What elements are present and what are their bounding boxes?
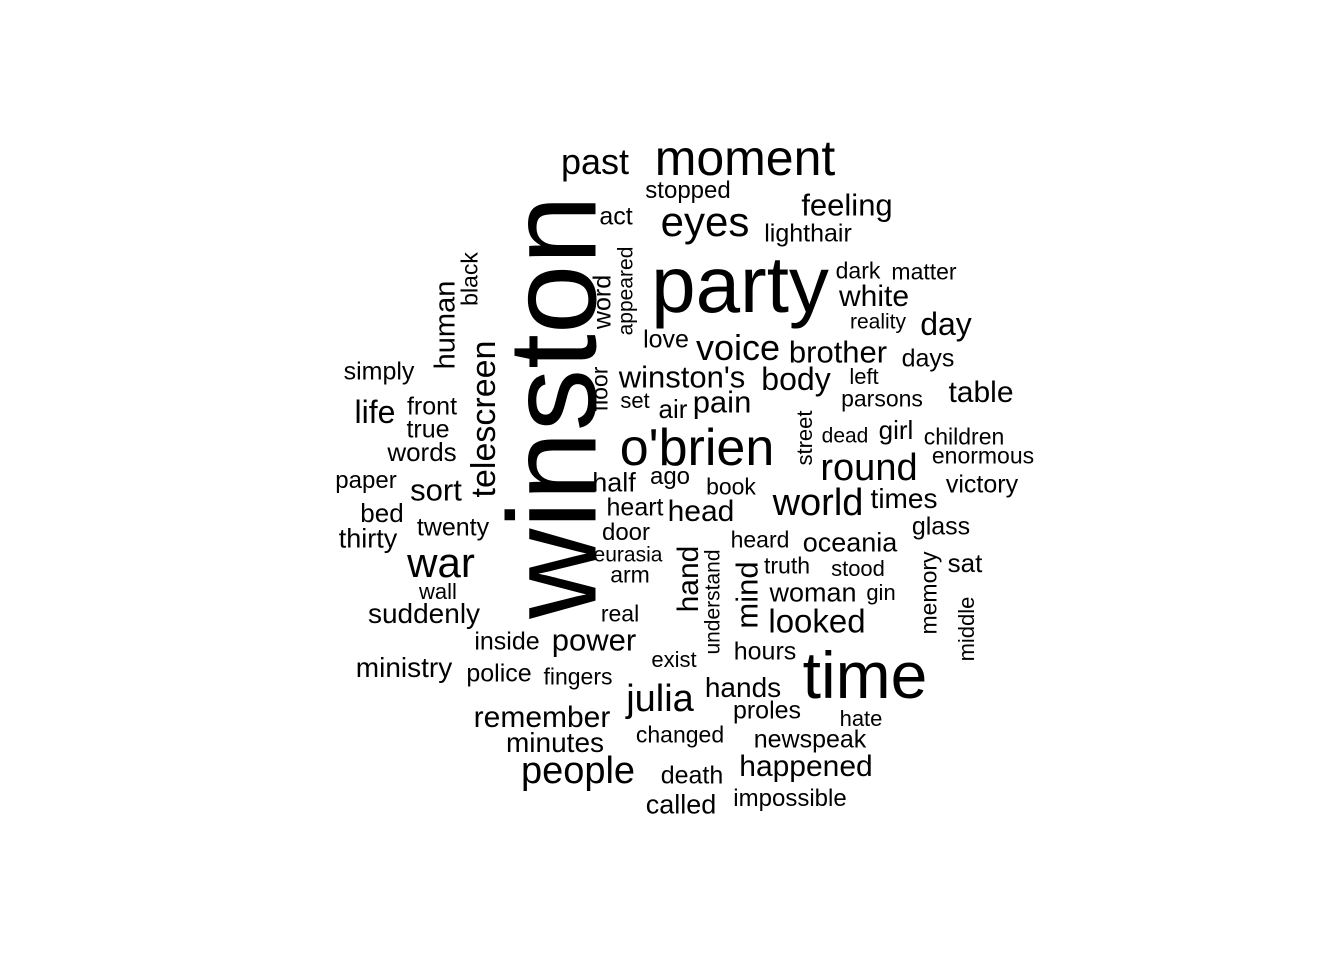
word-inside: inside	[474, 627, 540, 656]
word-table: table	[948, 376, 1014, 409]
word-called: called	[645, 789, 717, 820]
word-eyes: eyes	[660, 198, 750, 245]
word-minutes: minutes	[505, 727, 605, 758]
word-stopped: stopped	[645, 177, 731, 204]
word-glass: glass	[911, 512, 971, 541]
word-looked: looked	[768, 602, 866, 640]
word-days: days	[901, 344, 955, 373]
word-war: war	[407, 539, 475, 586]
word-reality: reality	[849, 310, 907, 334]
word-girl: girl	[878, 415, 914, 445]
word-middle: middle	[954, 596, 979, 662]
word-half: half	[592, 467, 636, 498]
word-round: round	[820, 447, 918, 489]
word-street: street	[792, 410, 817, 466]
word-paper: paper	[335, 467, 397, 494]
word-day: day	[920, 306, 972, 342]
word-people: people	[520, 750, 636, 792]
word-time: time	[802, 638, 928, 712]
word-party: party	[651, 240, 829, 329]
word-happened: happened	[739, 750, 873, 783]
word-changed: changed	[635, 721, 725, 748]
word-proles: proles	[732, 696, 802, 725]
word-newspeak: newspeak	[753, 725, 867, 754]
word-left: left	[849, 364, 879, 389]
word-matter: matter	[891, 258, 957, 285]
word-hand: hand	[672, 545, 705, 613]
word-times: times	[870, 483, 938, 514]
word-love: love	[643, 325, 689, 354]
word-arm: arm	[610, 561, 650, 588]
word-simply: simply	[343, 357, 415, 386]
word-feeling: feeling	[801, 187, 893, 223]
word-real: real	[600, 600, 640, 627]
word-oceania: oceania	[802, 527, 898, 558]
word-voice: voice	[695, 327, 781, 368]
word-life: life	[354, 394, 396, 430]
word-heard: heard	[730, 526, 790, 553]
word-head: head	[667, 495, 735, 528]
word-pain: pain	[692, 384, 752, 420]
word-telescreen: telescreen	[465, 340, 503, 498]
word-bed: bed	[360, 498, 404, 528]
word-dead: dead	[821, 424, 869, 448]
word-parsons: parsons	[841, 385, 923, 412]
word-set: set	[620, 388, 650, 413]
word-sort: sort	[410, 472, 462, 508]
word-death: death	[660, 761, 724, 790]
word-remember: remember	[473, 701, 611, 734]
word-dark: dark	[835, 257, 881, 284]
word-enormous: enormous	[931, 442, 1035, 469]
word-woman: woman	[769, 577, 857, 608]
word-words: words	[387, 437, 457, 467]
word-body: body	[761, 361, 831, 397]
word-memory: memory	[915, 551, 942, 635]
word-hands: hands	[704, 672, 782, 703]
word-black: black	[456, 252, 483, 306]
word-sat: sat	[947, 548, 983, 578]
word-white: white	[838, 280, 910, 313]
word-air: air	[658, 394, 688, 424]
word-door: door	[601, 519, 651, 546]
word-brother: brother	[788, 334, 888, 370]
word-gin: gin	[866, 580, 896, 605]
word-hate: hate	[839, 706, 883, 731]
word-true: true	[406, 415, 450, 444]
word-police: police	[466, 659, 532, 688]
word-word: word	[588, 274, 617, 330]
word-moment: moment	[654, 130, 836, 186]
word-floor: floor	[586, 366, 613, 412]
word-mind: mind	[729, 561, 765, 629]
word-eurasia: eurasia	[593, 543, 663, 567]
word-twenty: twenty	[416, 513, 490, 542]
word-appeared: appeared	[614, 246, 638, 336]
word-suddenly: suddenly	[367, 598, 481, 629]
word-world: world	[772, 482, 864, 524]
word-heart: heart	[606, 493, 664, 522]
word-power: power	[551, 622, 637, 658]
word-book: book	[706, 473, 756, 500]
word-past: past	[560, 141, 630, 182]
word-fingers: fingers	[543, 663, 613, 690]
word-julia: julia	[626, 678, 694, 720]
word-act: act	[599, 202, 633, 231]
word-truth: truth	[763, 552, 811, 579]
word-front: front	[406, 392, 458, 421]
word-exist: exist	[651, 647, 697, 672]
word-hours: hours	[733, 637, 797, 666]
word-understand: understand	[701, 549, 725, 655]
word-impossible: impossible	[733, 785, 847, 812]
word-obrien: o'brien	[619, 419, 775, 477]
word-ministry: ministry	[355, 652, 453, 683]
word-wall: wall	[419, 579, 457, 604]
word-thirty: thirty	[338, 523, 398, 554]
word-ago: ago	[649, 463, 691, 490]
word-stood: stood	[831, 556, 885, 581]
word-winstons: winston's	[618, 359, 746, 395]
word-victory: victory	[945, 470, 1019, 499]
word-lighthair: lighthair	[764, 219, 852, 248]
word-children: children	[923, 423, 1005, 450]
